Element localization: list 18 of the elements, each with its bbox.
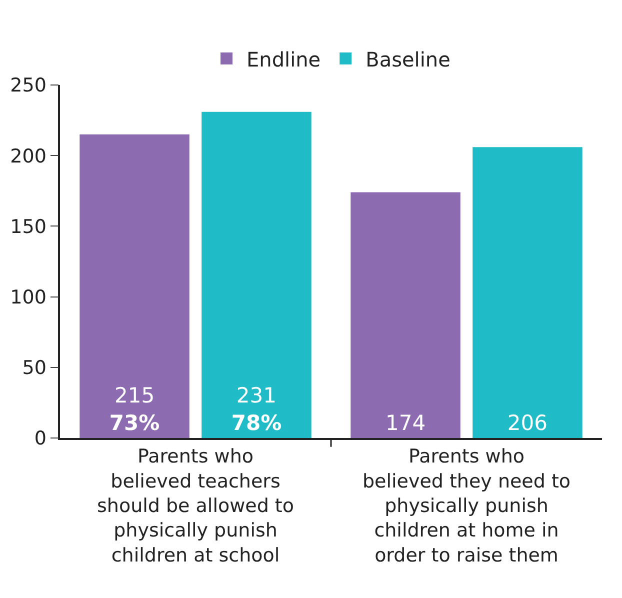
y-tick-label: 0	[34, 428, 46, 450]
y-tick-label: 50	[22, 357, 46, 380]
bar	[472, 147, 582, 438]
bar	[80, 134, 190, 438]
legend-label: Baseline	[366, 47, 450, 72]
data-label: 174	[385, 411, 426, 435]
y-tick-label: 150	[10, 216, 46, 238]
data-label: 231 78%	[231, 384, 282, 435]
y-tick-label: 200	[10, 145, 46, 168]
legend-label: Endline	[246, 47, 321, 72]
data-label: 206	[507, 411, 548, 435]
y-tick-label: 100	[10, 286, 46, 308]
y-tick-label: 250	[10, 74, 46, 97]
bar	[202, 112, 312, 438]
bar	[350, 192, 460, 438]
x-tick-label: Parents who believed teachers should be allowed to physically punish children at school	[96, 446, 294, 566]
x-tick-label: Parents who believed they need to physically punish children at home in order to raise them	[362, 446, 571, 566]
data-label: 215 73%	[109, 384, 160, 435]
